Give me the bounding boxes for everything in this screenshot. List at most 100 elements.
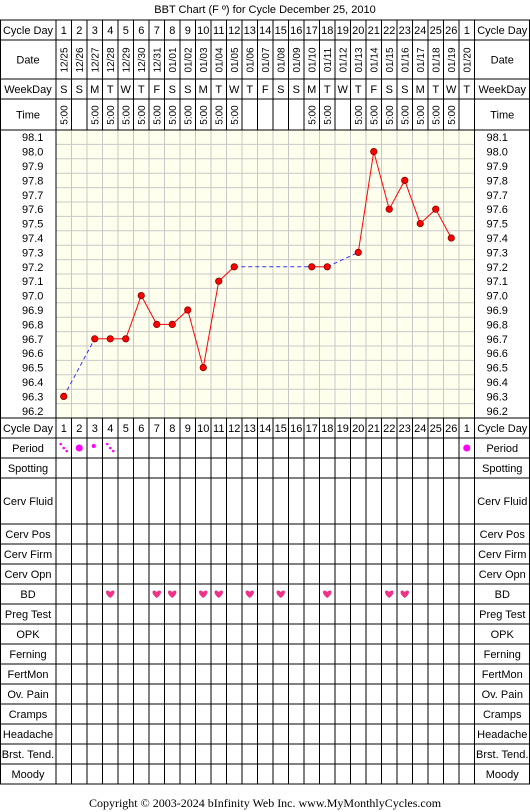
weekday-label: T	[355, 84, 362, 96]
date-label: 01/08	[276, 47, 287, 72]
bottom-row-label: Period	[12, 443, 44, 455]
cycle-day-label-bottom: 23	[399, 423, 411, 435]
time-label: 5:00	[214, 105, 225, 125]
y-tick-label: 98.0	[22, 147, 43, 159]
cycle-day-label: 25	[430, 25, 442, 37]
bottom-row-label-right: Spotting	[482, 463, 522, 475]
weekday-label: S	[277, 84, 284, 96]
cycle-day-label-bottom: 10	[197, 423, 209, 435]
row-label-weekday: WeekDay	[4, 84, 52, 96]
period-marker	[106, 443, 109, 446]
bottom-row-label: Preg Test	[5, 609, 51, 621]
bd-heart-icon	[323, 591, 331, 598]
y-tick-label-right: 97.1	[487, 276, 508, 288]
bottom-row-label: OPK	[16, 629, 40, 641]
date-label: 01/13	[354, 47, 365, 72]
cycle-day-label: 2	[76, 25, 82, 37]
bottom-row-label: Ferning	[9, 649, 46, 661]
y-tick-label: 97.6	[22, 204, 43, 216]
time-label: 5:00	[323, 105, 334, 125]
time-label: 5:00	[59, 105, 70, 125]
y-tick-label: 97.5	[22, 219, 43, 231]
temperature-point	[123, 336, 129, 342]
cycle-day-label-bottom: 13	[244, 423, 256, 435]
date-label: 01/17	[416, 47, 427, 72]
date-label: 01/09	[292, 47, 303, 72]
period-marker	[109, 447, 112, 450]
y-tick-label: 96.4	[22, 377, 43, 389]
bottom-row-label-right: Cerv Fluid	[477, 496, 527, 508]
time-label: 5:00	[121, 105, 132, 125]
y-tick-label-right: 97.0	[487, 291, 508, 303]
cycle-day-label-bottom: 18	[321, 423, 333, 435]
cycle-day-label: 6	[138, 25, 144, 37]
bottom-row-label: FertMon	[8, 669, 49, 681]
bd-heart-icon	[277, 591, 285, 598]
cycle-day-label-bottom: 17	[306, 423, 318, 435]
cycle-day-label-bottom: 3	[92, 423, 98, 435]
time-label: 5:00	[137, 105, 148, 125]
cycle-day-label-bottom: 25	[430, 423, 442, 435]
cycle-day-label-bottom: 2	[76, 423, 82, 435]
bottom-row-label-right: Cerv Pos	[480, 529, 526, 541]
date-label: 01/14	[369, 47, 380, 72]
bottom-row-label-right: BD	[495, 589, 510, 601]
bottom-row-label-right: Headache	[477, 729, 527, 741]
bottom-row-label: Cerv Fluid	[3, 496, 53, 508]
cycle-day-label-bottom: 11	[213, 423, 224, 435]
cycle-day-label-bottom: 15	[275, 423, 287, 435]
bottom-row-label-right: Cerv Firm	[478, 549, 526, 561]
weekday-label: S	[169, 84, 176, 96]
temperature-point	[200, 364, 206, 370]
cycle-day-label-bottom: 1	[464, 423, 470, 435]
cycle-day-label: 21	[368, 25, 380, 37]
period-marker	[463, 445, 470, 452]
cycle-day-label-bottom: 9	[185, 423, 191, 435]
cycle-day-label: 15	[275, 25, 287, 37]
weekday-label: T	[107, 84, 114, 96]
weekday-label: M	[307, 84, 316, 96]
y-tick-label: 97.0	[22, 291, 43, 303]
y-tick-label-right: 97.7	[487, 190, 508, 202]
weekday-label: T	[324, 84, 331, 96]
weekday-label: T	[432, 84, 439, 96]
temperature-point	[169, 321, 175, 327]
bottom-row-label: BD	[20, 589, 35, 601]
bd-heart-icon	[106, 591, 114, 598]
cycle-day-label: 22	[383, 25, 395, 37]
cycle-day-label: 1	[464, 25, 470, 37]
date-label: 12/29	[121, 47, 132, 72]
y-tick-label-right: 96.7	[487, 334, 508, 346]
bottom-row-label-right: Ov. Pain	[482, 689, 523, 701]
cycle-day-label: 5	[123, 25, 129, 37]
cycle-day-label: 3	[92, 25, 98, 37]
chart-title: BBT Chart (F º) for Cycle December 25, 2…	[154, 4, 375, 16]
temperature-point	[309, 264, 315, 270]
period-marker	[112, 450, 115, 453]
temperature-point	[92, 336, 98, 342]
weekday-label: W	[229, 84, 240, 96]
bottom-row-label-right: Moody	[486, 769, 520, 781]
weekday-label: T	[246, 84, 253, 96]
cycle-day-label: 24	[414, 25, 426, 37]
period-marker	[92, 444, 96, 448]
cycle-day-label: 9	[185, 25, 191, 37]
cycle-day-label: 10	[197, 25, 209, 37]
chart-grid	[0, 20, 530, 784]
weekday-label: S	[401, 84, 408, 96]
cycle-day-label-bottom: 4	[107, 423, 113, 435]
cycle-day-label: 20	[352, 25, 364, 37]
cycle-day-label-bottom: 21	[368, 423, 380, 435]
time-label: 5:00	[168, 105, 179, 125]
y-tick-label: 96.9	[22, 305, 43, 317]
bottom-row-label-right: Cramps	[483, 709, 522, 721]
y-tick-label: 97.3	[22, 247, 43, 259]
cycle-day-label-bottom: 19	[337, 423, 349, 435]
cycle-day-label: 19	[337, 25, 349, 37]
date-label: 01/06	[245, 47, 256, 72]
y-tick-label: 97.9	[22, 161, 43, 173]
y-tick-label-right: 97.5	[487, 219, 508, 231]
y-tick-label-right: 97.4	[487, 233, 508, 245]
